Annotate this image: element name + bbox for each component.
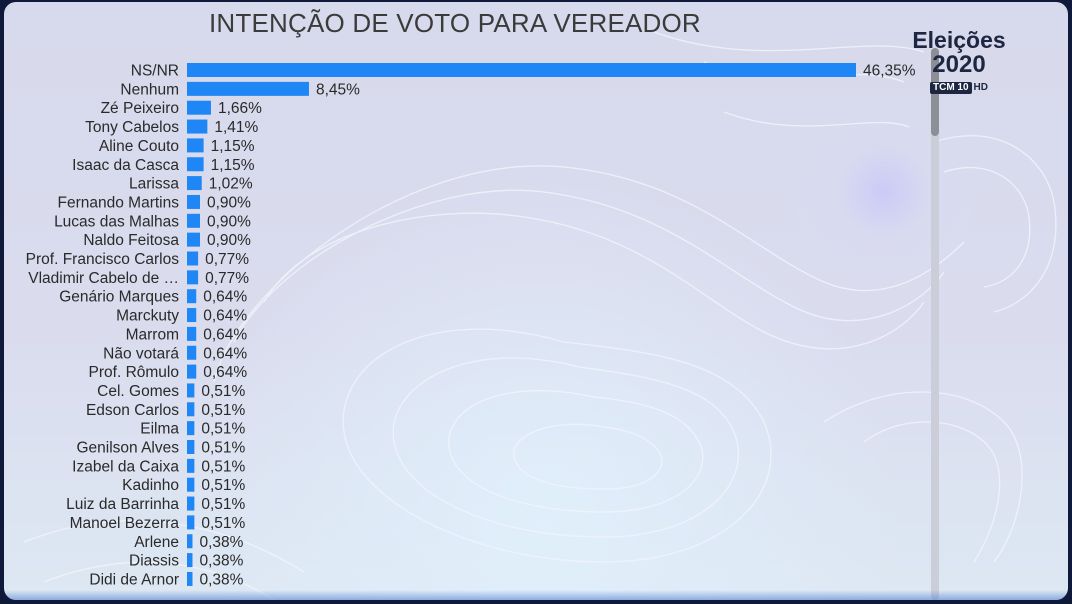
category-label: Cel. Gomes bbox=[97, 383, 179, 400]
bar bbox=[187, 515, 195, 530]
category-label: Eilma bbox=[140, 421, 179, 438]
category-label: NS/NR bbox=[131, 63, 179, 80]
value-label: 1,15% bbox=[211, 157, 255, 174]
value-label: 1,15% bbox=[211, 138, 255, 155]
value-label: 0,64% bbox=[203, 364, 247, 381]
bar-chart: NS/NR 46,35% Nenhum 8,45% Zé Peixeiro 1,66% To… bbox=[26, 63, 916, 589]
value-label: 1,66% bbox=[218, 100, 262, 117]
bar bbox=[187, 345, 197, 360]
bar bbox=[187, 63, 856, 77]
category-label: Didi de Arnor bbox=[89, 571, 179, 588]
category-label: Diassis bbox=[129, 553, 179, 570]
category-label: Zé Peixeiro bbox=[101, 100, 179, 117]
category-label: Kadinho bbox=[122, 477, 179, 494]
bar bbox=[187, 421, 195, 436]
value-label: 0,64% bbox=[203, 345, 247, 362]
category-label: Arlene bbox=[134, 534, 179, 551]
category-label: Isaac da Casca bbox=[72, 157, 179, 174]
value-label: 0,90% bbox=[207, 213, 251, 230]
category-label: Tony Cabelos bbox=[85, 119, 179, 136]
value-label: 1,41% bbox=[214, 119, 258, 136]
category-label: Edson Carlos bbox=[86, 402, 179, 419]
value-label: 0,77% bbox=[205, 251, 249, 268]
chart-panel: INTENÇÃO DE VOTO PARA VEREADOR NS/NR 46,3… bbox=[4, 2, 1068, 600]
value-label: 0,51% bbox=[201, 402, 245, 419]
category-label: Marrom bbox=[126, 326, 179, 343]
bar bbox=[187, 326, 197, 341]
category-label: Genilson Alves bbox=[76, 440, 179, 457]
eleicoes-2020-logo: Eleições 2020 TCM 10 HD bbox=[906, 28, 1012, 95]
value-label: 0,90% bbox=[207, 194, 251, 211]
bar bbox=[187, 232, 200, 247]
bar bbox=[187, 440, 195, 454]
value-label: 0,51% bbox=[201, 421, 245, 438]
bar bbox=[187, 81, 309, 96]
channel-badge: TCM 10 HD bbox=[929, 82, 988, 94]
value-label: 46,35% bbox=[863, 63, 916, 80]
category-label: Não votará bbox=[103, 345, 179, 362]
bar bbox=[187, 477, 195, 492]
bar bbox=[187, 194, 200, 209]
category-label: Larissa bbox=[129, 176, 179, 193]
value-label: 0,51% bbox=[201, 477, 245, 494]
value-label: 0,38% bbox=[199, 553, 243, 570]
value-label: 0,51% bbox=[201, 440, 245, 457]
category-label: Manoel Bezerra bbox=[70, 515, 180, 532]
category-label: Lucas das Malhas bbox=[54, 213, 179, 230]
bar bbox=[187, 402, 195, 417]
bar bbox=[187, 176, 202, 191]
category-label: Marckuty bbox=[116, 308, 179, 325]
value-label: 0,38% bbox=[199, 571, 243, 588]
value-label: 8,45% bbox=[316, 81, 360, 98]
bar bbox=[187, 553, 193, 568]
category-label: Prof. Rômulo bbox=[89, 364, 179, 381]
bar bbox=[187, 308, 197, 323]
bar bbox=[187, 458, 195, 473]
value-label: 0,90% bbox=[207, 232, 251, 249]
value-label: 0,38% bbox=[199, 534, 243, 551]
category-label: Aline Couto bbox=[99, 138, 179, 155]
logo-title: Eleições bbox=[912, 27, 1006, 53]
value-label: 0,77% bbox=[205, 270, 249, 287]
channel-station: TCM 10 bbox=[929, 82, 972, 94]
value-label: 0,64% bbox=[203, 289, 247, 306]
category-label: Fernando Martins bbox=[58, 194, 180, 211]
bar bbox=[187, 364, 197, 379]
value-label: 0,51% bbox=[201, 458, 245, 475]
bar bbox=[187, 571, 193, 586]
category-label: Nenhum bbox=[120, 81, 179, 98]
bar bbox=[187, 251, 199, 266]
channel-hd: HD bbox=[973, 82, 988, 93]
value-label: 0,51% bbox=[201, 515, 245, 532]
value-label: 0,51% bbox=[201, 496, 245, 513]
bar bbox=[187, 138, 204, 153]
bar bbox=[187, 534, 193, 549]
topographic-background bbox=[23, 31, 1057, 600]
chart-title: INTENÇÃO DE VOTO PARA VEREADOR bbox=[209, 8, 701, 38]
bar bbox=[187, 289, 197, 304]
bar bbox=[187, 270, 199, 285]
value-label: 0,64% bbox=[203, 308, 247, 325]
category-label: Izabel da Caixa bbox=[72, 458, 179, 475]
bar bbox=[187, 213, 200, 228]
category-label: Prof. Francisco Carlos bbox=[26, 251, 180, 268]
logo-year: 2020 bbox=[932, 51, 986, 78]
category-label: Genário Marques bbox=[59, 289, 179, 306]
category-label: Naldo Feitosa bbox=[83, 232, 179, 249]
category-label: Vladimir Cabelo de … bbox=[28, 270, 179, 287]
bar bbox=[187, 100, 211, 115]
bar bbox=[187, 157, 204, 172]
category-label: Luiz da Barrinha bbox=[66, 496, 179, 513]
value-label: 1,02% bbox=[209, 176, 253, 193]
scrollbar[interactable] bbox=[931, 48, 939, 600]
bar bbox=[187, 383, 195, 398]
value-label: 0,64% bbox=[203, 326, 247, 343]
bar bbox=[187, 119, 208, 134]
bar bbox=[187, 496, 195, 511]
value-label: 0,51% bbox=[201, 383, 245, 400]
